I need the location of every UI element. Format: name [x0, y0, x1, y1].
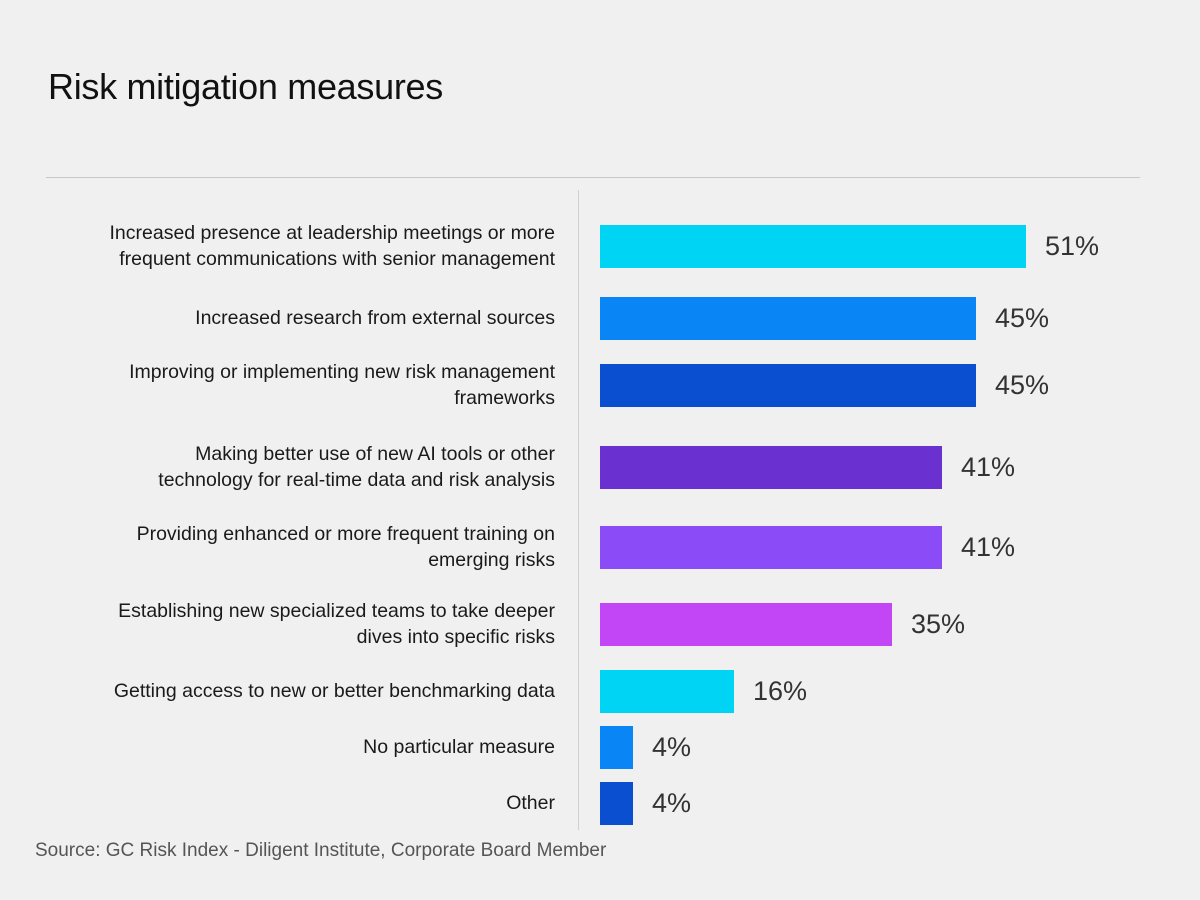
value-label: 35% [911, 609, 966, 639]
category-label: Establishing new specialized teams to ta… [15, 598, 555, 650]
header-divider [46, 177, 1140, 178]
category-label: Other [15, 790, 555, 816]
category-label: Increased presence at leadership meeting… [15, 220, 556, 272]
value-label: 51% [1045, 231, 1100, 261]
bar [600, 602, 892, 646]
bar [600, 725, 633, 769]
y-axis-line [578, 190, 579, 830]
category-label-line: Providing enhanced or more frequent trai… [136, 523, 555, 545]
value-label: 4% [652, 788, 692, 818]
category-label-line: Establishing new specialized teams to ta… [118, 600, 555, 622]
category-label-line: Getting access to new or better benchmar… [113, 680, 555, 702]
bar [600, 296, 976, 340]
value-label: 41% [961, 532, 1016, 562]
category-label-line: Other [506, 792, 555, 814]
category-label: Making better use of new AI tools or oth… [15, 441, 555, 493]
category-label-line: No particular measure [363, 736, 555, 758]
bar [600, 669, 734, 713]
bar [600, 781, 633, 825]
category-label-line: frequent communications with senior mana… [119, 248, 555, 270]
category-label-line: emerging risks [428, 549, 555, 571]
category-label-line: Making better use of new AI tools or oth… [195, 443, 555, 465]
bar [600, 224, 1026, 268]
category-label: Increased research from external sources [15, 305, 555, 331]
category-label: Improving or implementing new risk manag… [15, 359, 555, 411]
chart-title: Risk mitigation measures [48, 66, 443, 107]
value-label: 45% [995, 303, 1050, 333]
category-label-line: Increased presence at leadership meeting… [109, 222, 556, 244]
source-note: Source: GC Risk Index - Diligent Institu… [35, 840, 607, 861]
category-label-line: Improving or implementing new risk manag… [129, 361, 555, 383]
value-label: 16% [753, 676, 808, 706]
category-label-line: dives into specific risks [356, 626, 555, 648]
category-label: No particular measure [15, 734, 555, 760]
category-label-line: frameworks [454, 387, 555, 409]
value-label: 41% [961, 452, 1016, 482]
value-label: 4% [652, 732, 692, 762]
category-label-line: Increased research from external sources [195, 307, 555, 329]
category-label: Getting access to new or better benchmar… [15, 678, 555, 704]
category-label: Providing enhanced or more frequent trai… [15, 521, 555, 573]
bar [600, 445, 942, 489]
value-label: 45% [995, 370, 1050, 400]
bar [600, 525, 942, 569]
bar [600, 363, 976, 407]
category-label-line: technology for real-time data and risk a… [158, 469, 555, 491]
